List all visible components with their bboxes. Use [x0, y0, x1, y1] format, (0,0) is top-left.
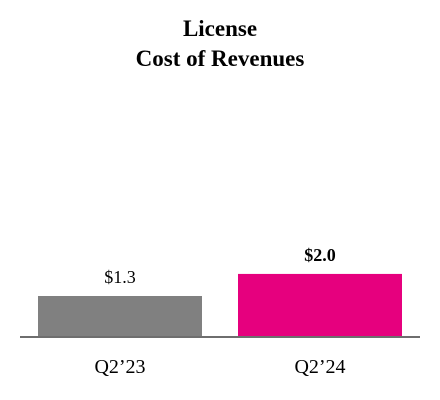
value-labels-group: $1.3 $2.0: [104, 245, 336, 287]
bar-1: [38, 296, 202, 337]
x-tick-label-1: Q2’23: [94, 356, 145, 378]
x-tick-label-2: Q2’24: [294, 356, 345, 378]
chart-title: License Cost of Revenues: [0, 14, 440, 74]
value-label-2: $2.0: [304, 245, 336, 265]
tick-labels-group: Q2’23 Q2’24: [94, 356, 345, 378]
bar-2: [238, 273, 402, 337]
chart-title-line-1: License: [182, 16, 258, 41]
value-label-1: $1.3: [104, 267, 136, 287]
chart-title-line-2: Cost of Revenues: [135, 46, 305, 71]
bars-group: [38, 273, 402, 337]
